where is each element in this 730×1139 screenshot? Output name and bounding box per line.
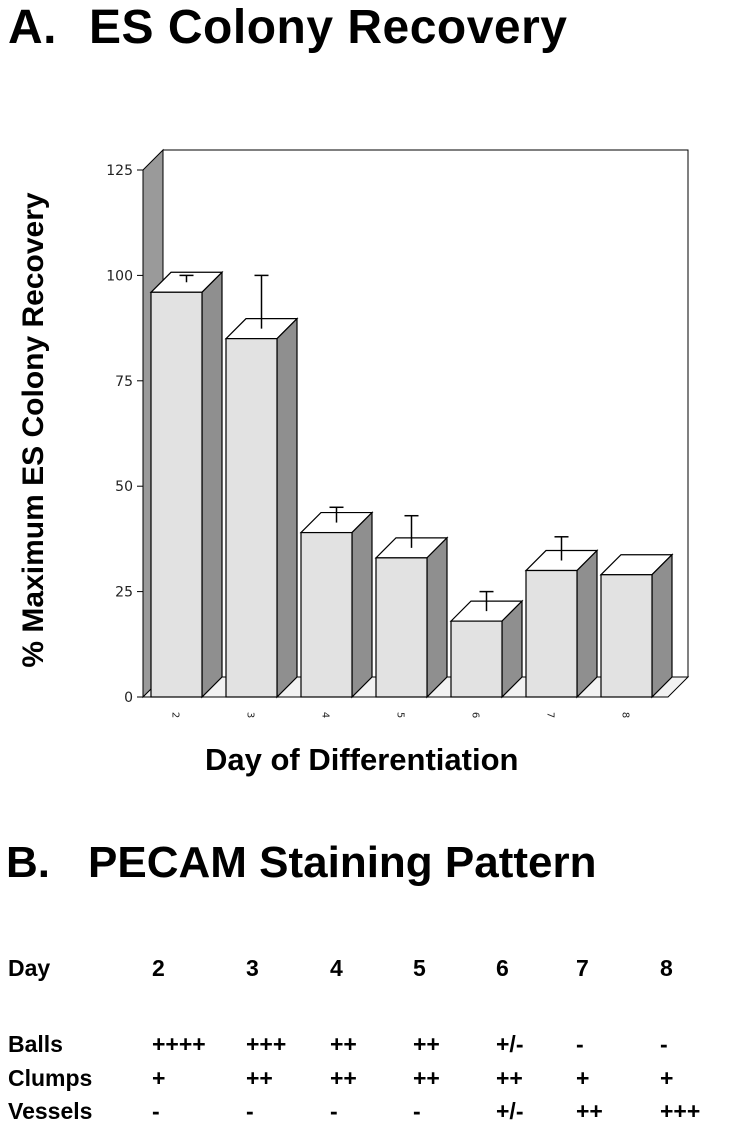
x-tick-label: 2 <box>170 712 181 718</box>
panel-a-letter: A. <box>8 1 57 54</box>
row-label: Day <box>8 955 51 981</box>
row-label: Vessels <box>8 1098 93 1124</box>
table-cell: ++ <box>576 1098 603 1124</box>
panel-a-title: A. ES Colony Recovery <box>8 0 568 55</box>
table-cell: ++++ <box>152 1031 206 1057</box>
x-tick-label: 6 <box>470 712 481 718</box>
x-tick-label: 8 <box>620 712 631 718</box>
row-label: Clumps <box>8 1065 93 1091</box>
x-tick-label: 7 <box>545 712 556 718</box>
table-row-balls: Balls ++++ +++ ++ ++ +/- - - <box>8 1031 723 1061</box>
table-cell: ++ <box>330 1031 357 1057</box>
bar-3 <box>224 317 299 699</box>
y-tick-label: 125 <box>106 163 133 179</box>
table-header-row: Day 2 3 4 5 6 7 8 <box>8 955 723 985</box>
y-axis-ticks: 0 25 50 75 100 125 <box>106 163 143 706</box>
table-cell: 5 <box>413 955 426 981</box>
table-cell: - <box>576 1031 584 1057</box>
bar-7 <box>524 549 599 699</box>
table-cell: 2 <box>152 955 165 981</box>
bar-front-face <box>450 620 503 698</box>
table-row-clumps: Clumps + ++ ++ ++ ++ + + <box>8 1065 723 1095</box>
table-cell: - <box>330 1098 338 1124</box>
panel-b-letter: B. <box>6 838 50 887</box>
bar-front-face <box>600 574 653 698</box>
table-cell: ++ <box>413 1031 440 1057</box>
panel-b-title-text: PECAM Staining Pattern <box>88 838 597 887</box>
bar-chart: 0 25 50 75 100 125 2 3 4 5 6 7 8 <box>106 148 690 718</box>
bar-2 <box>149 270 224 699</box>
bar-4 <box>299 511 374 699</box>
x-tick-label: 5 <box>395 712 406 718</box>
bar-front-face <box>225 338 278 698</box>
table-cell: 3 <box>246 955 259 981</box>
bar-side-face <box>351 511 373 699</box>
y-tick-label: 100 <box>106 268 133 284</box>
table-cell: ++ <box>246 1065 273 1091</box>
table-cell: ++ <box>496 1065 523 1091</box>
bar-side-face <box>201 270 223 699</box>
table-cell: - <box>152 1098 160 1124</box>
table-cell: 6 <box>496 955 509 981</box>
table-cell: +++ <box>660 1098 701 1124</box>
bar-side-face <box>276 317 298 699</box>
y-tick-label: 25 <box>115 585 133 601</box>
table-cell: - <box>660 1031 668 1057</box>
table-cell: 4 <box>330 955 343 981</box>
table-cell: +/- <box>496 1098 524 1124</box>
table-cell: + <box>660 1065 674 1091</box>
y-tick-label: 0 <box>124 690 133 706</box>
bar-6 <box>449 599 524 699</box>
bars <box>149 270 674 699</box>
x-tick-label: 4 <box>320 712 331 718</box>
row-label: Balls <box>8 1031 63 1057</box>
bar-side-face <box>426 536 448 699</box>
table-cell: - <box>246 1098 254 1124</box>
table-cell: + <box>576 1065 590 1091</box>
table-cell: +/- <box>496 1031 524 1057</box>
table-row-vessels: Vessels - - - - +/- ++ +++ <box>8 1098 723 1128</box>
bar-front-face <box>525 569 578 698</box>
y-tick-label: 75 <box>115 374 133 390</box>
x-axis-ticks: 2 3 4 5 6 7 8 <box>170 712 631 718</box>
x-tick-label: 3 <box>245 712 256 718</box>
y-tick-label: 50 <box>115 479 133 495</box>
bar-5 <box>374 536 449 699</box>
bar-front-face <box>375 557 428 698</box>
table-cell: +++ <box>246 1031 287 1057</box>
bar-front-face <box>150 291 203 698</box>
bar-side-face <box>576 549 598 699</box>
error-bars <box>179 274 569 612</box>
bar-side-face <box>651 553 673 699</box>
y-axis-label: % Maximum ES Colony Recovery <box>17 192 50 668</box>
panel-a-title-text: ES Colony Recovery <box>89 1 568 54</box>
table-cell: ++ <box>413 1065 440 1091</box>
table-cell: 8 <box>660 955 673 981</box>
panel-b-title: B. PECAM Staining Pattern <box>6 838 597 888</box>
table-cell: 7 <box>576 955 589 981</box>
table-cell: + <box>152 1065 166 1091</box>
bar-8 <box>599 553 674 699</box>
table-cell: - <box>413 1098 421 1124</box>
table-cell: ++ <box>330 1065 357 1091</box>
bar-front-face <box>300 531 353 698</box>
x-axis-label: Day of Differentiation <box>205 742 519 777</box>
